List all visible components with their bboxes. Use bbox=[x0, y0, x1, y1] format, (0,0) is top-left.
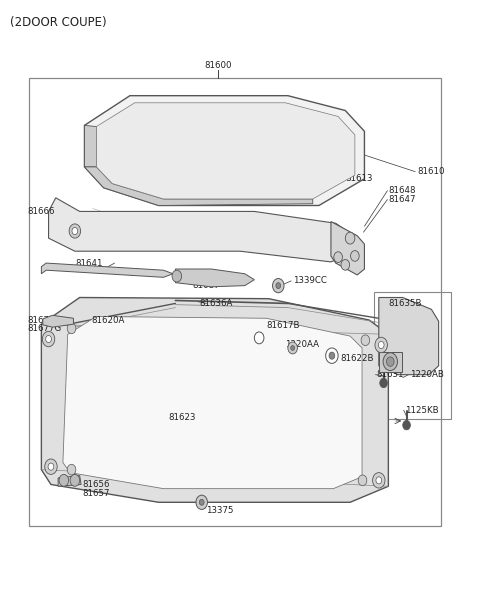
Polygon shape bbox=[84, 126, 96, 167]
Text: (2DOOR COUPE): (2DOOR COUPE) bbox=[10, 15, 107, 29]
Polygon shape bbox=[84, 167, 313, 205]
Circle shape bbox=[72, 227, 78, 234]
Circle shape bbox=[46, 336, 51, 343]
Circle shape bbox=[350, 250, 359, 261]
Polygon shape bbox=[175, 269, 254, 287]
Circle shape bbox=[199, 499, 204, 505]
Polygon shape bbox=[84, 96, 364, 205]
Circle shape bbox=[341, 259, 349, 270]
Circle shape bbox=[291, 346, 295, 350]
Text: 81647: 81647 bbox=[388, 195, 416, 204]
Circle shape bbox=[254, 332, 264, 344]
Circle shape bbox=[45, 459, 57, 474]
Circle shape bbox=[403, 421, 410, 430]
Circle shape bbox=[276, 283, 281, 289]
Text: 81688: 81688 bbox=[192, 273, 220, 281]
Text: 81657: 81657 bbox=[82, 489, 109, 498]
Circle shape bbox=[378, 342, 384, 349]
Circle shape bbox=[273, 278, 284, 293]
Circle shape bbox=[70, 474, 80, 486]
Text: 81641: 81641 bbox=[75, 259, 102, 268]
Circle shape bbox=[358, 475, 367, 486]
Circle shape bbox=[334, 252, 342, 262]
Circle shape bbox=[172, 270, 181, 282]
Polygon shape bbox=[41, 263, 173, 277]
Polygon shape bbox=[379, 352, 402, 372]
Circle shape bbox=[329, 352, 335, 359]
Text: 1220AB: 1220AB bbox=[410, 370, 444, 379]
Circle shape bbox=[69, 224, 81, 238]
Text: 81623: 81623 bbox=[168, 413, 196, 422]
Circle shape bbox=[42, 331, 55, 347]
Text: 81613: 81613 bbox=[345, 174, 373, 183]
Text: 81610: 81610 bbox=[417, 167, 444, 176]
Circle shape bbox=[59, 474, 69, 486]
Text: 1339CC: 1339CC bbox=[293, 277, 326, 286]
Circle shape bbox=[196, 495, 207, 509]
Polygon shape bbox=[331, 221, 364, 275]
Circle shape bbox=[48, 463, 54, 470]
Polygon shape bbox=[48, 198, 357, 262]
Text: 81677G: 81677G bbox=[27, 324, 61, 333]
Polygon shape bbox=[58, 475, 81, 486]
Circle shape bbox=[325, 348, 338, 364]
Polygon shape bbox=[41, 298, 388, 502]
Circle shape bbox=[67, 464, 76, 475]
Circle shape bbox=[376, 477, 382, 484]
Text: 81656: 81656 bbox=[82, 480, 109, 489]
Text: 81677F: 81677F bbox=[27, 315, 60, 324]
Text: 81631: 81631 bbox=[376, 370, 404, 379]
Circle shape bbox=[372, 472, 385, 488]
Polygon shape bbox=[96, 103, 355, 199]
Text: 81636A: 81636A bbox=[199, 299, 233, 308]
Circle shape bbox=[380, 378, 387, 388]
Text: 81622B: 81622B bbox=[340, 353, 374, 362]
Circle shape bbox=[67, 323, 76, 334]
Text: 81617B: 81617B bbox=[266, 321, 300, 330]
Polygon shape bbox=[43, 315, 73, 327]
Polygon shape bbox=[63, 317, 362, 488]
Text: 81600: 81600 bbox=[204, 61, 232, 70]
Circle shape bbox=[288, 342, 298, 354]
Text: 81687: 81687 bbox=[192, 281, 220, 290]
Text: 81666: 81666 bbox=[27, 207, 55, 216]
Text: 1125KB: 1125KB bbox=[405, 406, 439, 415]
Polygon shape bbox=[379, 298, 439, 375]
Text: 81620A: 81620A bbox=[92, 315, 125, 324]
Text: 81648: 81648 bbox=[388, 186, 416, 195]
Circle shape bbox=[361, 335, 370, 346]
Circle shape bbox=[383, 353, 397, 371]
Circle shape bbox=[386, 357, 394, 367]
Circle shape bbox=[375, 337, 387, 353]
Text: 1220AA: 1220AA bbox=[286, 340, 320, 349]
Text: 81635B: 81635B bbox=[388, 299, 422, 308]
Text: 13375: 13375 bbox=[206, 506, 234, 515]
Circle shape bbox=[345, 232, 355, 244]
